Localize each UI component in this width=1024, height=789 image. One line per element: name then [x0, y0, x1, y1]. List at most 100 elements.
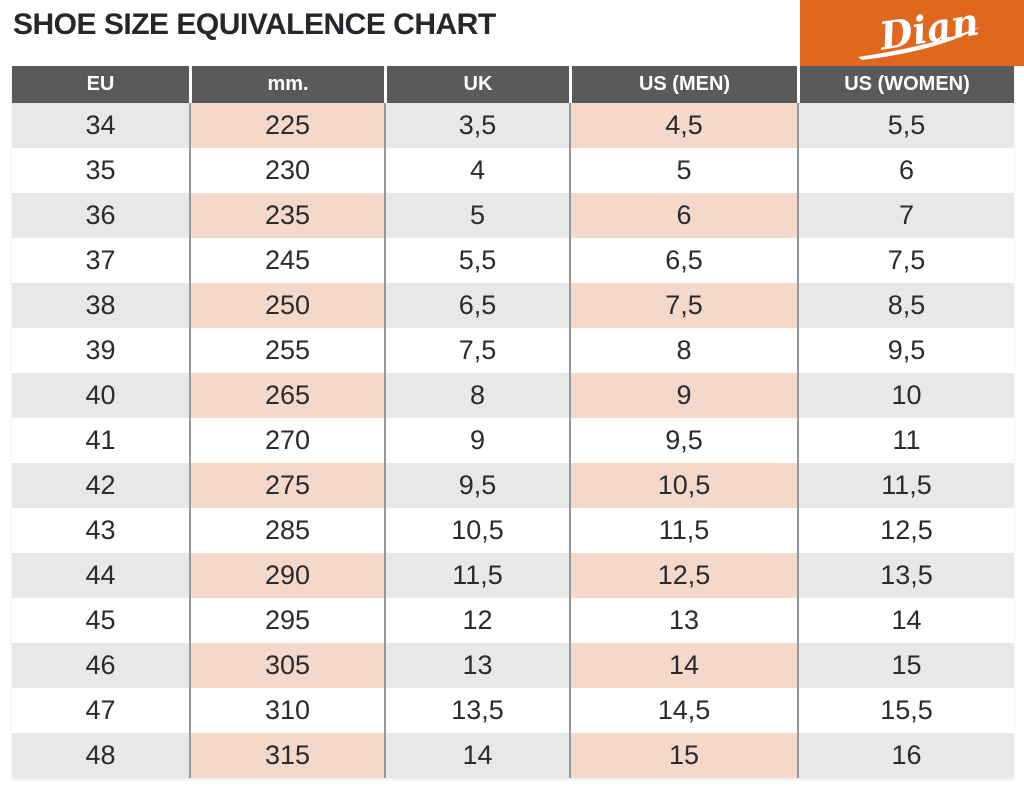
cell-mm: 250	[189, 283, 384, 328]
cell-uk: 12	[384, 598, 569, 643]
cell-us-women: 5,5	[797, 103, 1014, 148]
column-header-uk: UK	[384, 66, 569, 103]
cell-us-women: 10	[797, 373, 1014, 418]
cell-mm: 295	[189, 598, 384, 643]
cell-us-men: 14	[569, 643, 797, 688]
page-title: SHOE SIZE EQUIVALENCE CHART	[13, 8, 496, 41]
cell-eu: 38	[12, 283, 189, 328]
cell-us-men: 10,5	[569, 463, 797, 508]
cell-us-women: 11,5	[797, 463, 1014, 508]
cell-eu: 43	[12, 508, 189, 553]
brand-logo-text: Dian	[875, 0, 981, 59]
cell-uk: 7,5	[384, 328, 569, 373]
cell-uk: 14	[384, 733, 569, 778]
cell-us-women: 15,5	[797, 688, 1014, 733]
cell-us-men: 7,5	[569, 283, 797, 328]
table-row: 41 270 9 9,5 11	[12, 418, 1014, 463]
cell-eu: 41	[12, 418, 189, 463]
cell-us-men: 12,5	[569, 553, 797, 598]
table-row: 37 245 5,5 6,5 7,5	[12, 238, 1014, 283]
cell-uk: 8	[384, 373, 569, 418]
cell-us-men: 5	[569, 148, 797, 193]
cell-us-women: 7	[797, 193, 1014, 238]
table-row: 38 250 6,5 7,5 8,5	[12, 283, 1014, 328]
table-row: 44 290 11,5 12,5 13,5	[12, 553, 1014, 598]
cell-eu: 44	[12, 553, 189, 598]
cell-uk: 10,5	[384, 508, 569, 553]
brand-logo: Dian	[800, 0, 1024, 66]
logo-swash-underline	[858, 27, 980, 60]
column-header-us-women: US (WOMEN)	[797, 66, 1014, 103]
cell-us-men: 11,5	[569, 508, 797, 553]
column-header-eu: EU	[12, 66, 189, 103]
cell-us-men: 13	[569, 598, 797, 643]
table-row: 42 275 9,5 10,5 11,5	[12, 463, 1014, 508]
cell-us-men: 6,5	[569, 238, 797, 283]
column-header-us-men: US (MEN)	[569, 66, 797, 103]
cell-us-women: 16	[797, 733, 1014, 778]
table-row: 45 295 12 13 14	[12, 598, 1014, 643]
table-row: 43 285 10,5 11,5 12,5	[12, 508, 1014, 553]
cell-eu: 39	[12, 328, 189, 373]
table-row: 36 235 5 6 7	[12, 193, 1014, 238]
cell-us-women: 8,5	[797, 283, 1014, 328]
cell-mm: 290	[189, 553, 384, 598]
cell-uk: 5,5	[384, 238, 569, 283]
cell-eu: 45	[12, 598, 189, 643]
cell-mm: 225	[189, 103, 384, 148]
table-row: 46 305 13 14 15	[12, 643, 1014, 688]
cell-us-women: 9,5	[797, 328, 1014, 373]
cell-eu: 37	[12, 238, 189, 283]
cell-mm: 310	[189, 688, 384, 733]
table-row: 48 315 14 15 16	[12, 733, 1014, 778]
cell-mm: 255	[189, 328, 384, 373]
table-row: 39 255 7,5 8 9,5	[12, 328, 1014, 373]
cell-us-men: 6	[569, 193, 797, 238]
cell-us-women: 14	[797, 598, 1014, 643]
cell-us-men: 14,5	[569, 688, 797, 733]
cell-eu: 47	[12, 688, 189, 733]
cell-eu: 42	[12, 463, 189, 508]
cell-us-men: 9,5	[569, 418, 797, 463]
cell-uk: 5	[384, 193, 569, 238]
header-row: EU mm. UK US (MEN) US (WOMEN)	[12, 66, 1014, 103]
cell-us-men: 15	[569, 733, 797, 778]
cell-us-women: 12,5	[797, 508, 1014, 553]
cell-us-women: 13,5	[797, 553, 1014, 598]
table-body: 34 225 3,5 4,5 5,5 35 230 4 5 6 36 235 5 6 7 37 245 5,5 6,…	[12, 103, 1014, 778]
cell-uk: 11,5	[384, 553, 569, 598]
cell-uk: 13	[384, 643, 569, 688]
cell-uk: 6,5	[384, 283, 569, 328]
cell-mm: 285	[189, 508, 384, 553]
cell-eu: 34	[12, 103, 189, 148]
cell-us-women: 6	[797, 148, 1014, 193]
cell-eu: 40	[12, 373, 189, 418]
cell-us-women: 7,5	[797, 238, 1014, 283]
cell-uk: 3,5	[384, 103, 569, 148]
cell-uk: 4	[384, 148, 569, 193]
cell-eu: 35	[12, 148, 189, 193]
cell-eu: 36	[12, 193, 189, 238]
table-row: 34 225 3,5 4,5 5,5	[12, 103, 1014, 148]
table-row: 35 230 4 5 6	[12, 148, 1014, 193]
brand-logo-graphic: Dian	[858, 0, 982, 60]
cell-mm: 270	[189, 418, 384, 463]
cell-uk: 9,5	[384, 463, 569, 508]
cell-mm: 245	[189, 238, 384, 283]
cell-eu: 46	[12, 643, 189, 688]
cell-us-women: 11	[797, 418, 1014, 463]
table-header: EU mm. UK US (MEN) US (WOMEN)	[12, 66, 1014, 103]
cell-us-men: 9	[569, 373, 797, 418]
cell-mm: 230	[189, 148, 384, 193]
cell-uk: 13,5	[384, 688, 569, 733]
cell-mm: 305	[189, 643, 384, 688]
cell-mm: 315	[189, 733, 384, 778]
cell-us-men: 4,5	[569, 103, 797, 148]
cell-us-women: 15	[797, 643, 1014, 688]
table-row: 40 265 8 9 10	[12, 373, 1014, 418]
shoe-size-table: EU mm. UK US (MEN) US (WOMEN) 34 225 3,5 4,…	[12, 66, 1014, 778]
cell-mm: 235	[189, 193, 384, 238]
cell-uk: 9	[384, 418, 569, 463]
cell-mm: 275	[189, 463, 384, 508]
cell-eu: 48	[12, 733, 189, 778]
